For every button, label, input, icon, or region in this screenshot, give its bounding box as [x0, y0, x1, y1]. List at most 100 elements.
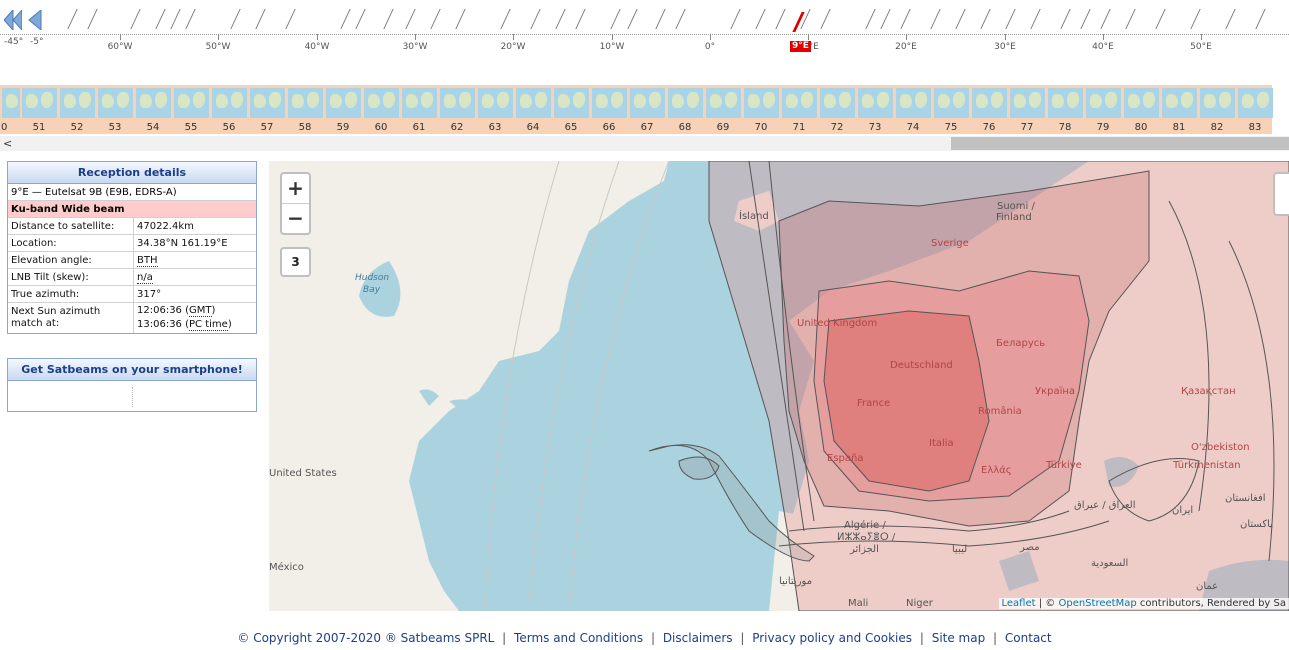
beam-thumbnail[interactable]: 78: [1046, 85, 1084, 134]
beam-thumbnail[interactable]: 61: [400, 85, 438, 134]
beam-thumbnail[interactable]: 52: [58, 85, 96, 134]
satellite-position-tick[interactable]: [1080, 9, 1091, 29]
skew-value[interactable]: n/a: [137, 271, 153, 284]
beam-thumbnail[interactable]: 73: [856, 85, 894, 134]
satellite-position-tick[interactable]: [820, 9, 831, 29]
beam-thumbnail-strip[interactable]: 0 51 52 53 54 55 56 57 58 59 60 61 62 63 64 65 66 67 68 69 7…: [0, 85, 1274, 134]
beam-thumbnail[interactable]: 72: [818, 85, 856, 134]
sitemap-link[interactable]: Site map: [931, 631, 986, 645]
satellite-position-tick[interactable]: [775, 9, 786, 29]
satellite-position-tick[interactable]: [675, 9, 686, 29]
beam-thumbnail[interactable]: 58: [286, 85, 324, 134]
beam-thumbnail[interactable]: 68: [666, 85, 704, 134]
satellite-position-tick[interactable]: [1190, 9, 1201, 29]
satellite-position-tick[interactable]: [430, 9, 441, 29]
beam-thumbnail[interactable]: 77: [1008, 85, 1046, 134]
contact-link[interactable]: Contact: [1004, 631, 1052, 645]
beam-thumbnail[interactable]: 83: [1236, 85, 1274, 134]
beam-thumbnail[interactable]: 70: [742, 85, 780, 134]
beam-thumbnail[interactable]: 71: [780, 85, 818, 134]
scroll-left-arrow-icon[interactable]: <: [3, 137, 13, 150]
satellite-position-tick[interactable]: [1100, 9, 1111, 29]
satellite-position-tick[interactable]: [1225, 9, 1236, 29]
beam-thumbnail[interactable]: 75: [932, 85, 970, 134]
beam-thumbnail[interactable]: 56: [210, 85, 248, 134]
satellite-position-tick[interactable]: [980, 9, 991, 29]
satellite-position-tick[interactable]: [455, 9, 466, 29]
gmt-abbr[interactable]: GMT: [189, 305, 212, 317]
satellite-position-tick[interactable]: [1125, 9, 1136, 29]
terms-link[interactable]: Terms and Conditions: [514, 631, 644, 645]
satellite-position-tick[interactable]: [900, 9, 911, 29]
beam-thumbnail[interactable]: 64: [514, 85, 552, 134]
satellite-position-tick[interactable]: [880, 9, 891, 29]
layers-icon[interactable]: [1273, 172, 1289, 216]
satellite-position-tick[interactable]: [575, 9, 586, 29]
beam-thumbnail[interactable]: 76: [970, 85, 1008, 134]
satellite-position-tick[interactable]: [1060, 9, 1071, 29]
satellite-position-tick[interactable]: [340, 9, 351, 29]
satellite-position-tick[interactable]: [555, 9, 566, 29]
map-canvas[interactable]: [269, 161, 1289, 611]
elevation-value[interactable]: BTH: [137, 254, 158, 267]
beam-thumbnail[interactable]: 81: [1160, 85, 1198, 134]
satellite-position-tick[interactable]: [130, 9, 141, 29]
satellite-position-tick[interactable]: [230, 9, 241, 29]
satellite-position-tick[interactable]: [730, 9, 741, 29]
disclaimers-link[interactable]: Disclaimers: [662, 631, 733, 645]
beam-thumbnail[interactable]: 66: [590, 85, 628, 134]
coverage-map[interactable]: + − 3 Ísland Hudson Bay Suomi / Finland …: [269, 161, 1289, 611]
satellite-position-tick[interactable]: [255, 9, 266, 29]
satellite-position-tick[interactable]: [610, 9, 621, 29]
osm-link[interactable]: OpenStreetMap: [1058, 598, 1137, 609]
satellite-position-tick[interactable]: [500, 9, 511, 29]
satellite-position-tick[interactable]: [655, 9, 666, 29]
zoom-in-button[interactable]: +: [287, 176, 304, 200]
pc-time-abbr[interactable]: PC time: [189, 319, 228, 331]
fast-back-arrow-icon[interactable]: [4, 10, 22, 30]
satellite-position-tick[interactable]: [930, 9, 941, 29]
beam-thumbnail[interactable]: 0: [0, 85, 20, 134]
beam-thumbnail[interactable]: 59: [324, 85, 362, 134]
satellite-position-tick[interactable]: [383, 9, 394, 29]
satellite-position-tick[interactable]: [1030, 9, 1041, 29]
satellite-position-tick[interactable]: [155, 9, 166, 29]
satellite-position-tick[interactable]: [285, 9, 296, 29]
beam-thumbnail[interactable]: 54: [134, 85, 172, 134]
back-arrow-icon[interactable]: [28, 10, 42, 30]
beam-thumbnail[interactable]: 80: [1122, 85, 1160, 134]
beam-thumbnail[interactable]: 57: [248, 85, 286, 134]
beam-thumbnail[interactable]: 67: [628, 85, 666, 134]
satellite-position-tick[interactable]: [1005, 9, 1016, 29]
satellite-position-tick[interactable]: [355, 9, 366, 29]
satellite-position-tick[interactable]: [865, 9, 876, 29]
satellite-position-tick[interactable]: [87, 9, 98, 29]
leaflet-link[interactable]: Leaflet: [1001, 598, 1036, 609]
satellite-position-tick[interactable]: [67, 9, 78, 29]
zoom-out-button[interactable]: −: [282, 203, 309, 232]
satellite-position-tick[interactable]: [405, 9, 416, 29]
beam-thumbnail[interactable]: 55: [172, 85, 210, 134]
satellite-position-tick[interactable]: [627, 9, 638, 29]
privacy-link[interactable]: Privacy policy and Cookies: [752, 631, 912, 645]
satellite-position-tick[interactable]: [955, 9, 966, 29]
beam-thumbnail[interactable]: 60: [362, 85, 400, 134]
zoom-level-button[interactable]: 3: [280, 247, 311, 277]
satellite-position-tick[interactable]: [1155, 9, 1166, 29]
beam-thumbnail[interactable]: 53: [96, 85, 134, 134]
satellite-position-tick[interactable]: [170, 9, 181, 29]
beam-thumbnail[interactable]: 62: [438, 85, 476, 134]
longitude-ruler[interactable]: -45° -5° 60°W50°W40°W30°W20°W10°W0°10°E2…: [0, 0, 1289, 60]
beam-thumbnail[interactable]: 51: [20, 85, 58, 134]
beam-thumbnail[interactable]: 63: [476, 85, 514, 134]
beam-thumbnail[interactable]: 82: [1198, 85, 1236, 134]
satellite-position-tick[interactable]: [1255, 9, 1266, 29]
satellite-position-tick[interactable]: [185, 9, 196, 29]
satellite-position-tick[interactable]: [755, 9, 766, 29]
scroll-thumb[interactable]: [951, 137, 1289, 150]
beam-thumbnail[interactable]: 69: [704, 85, 742, 134]
smartphone-title[interactable]: Get Satbeams on your smartphone!: [8, 359, 256, 381]
beam-thumbnail[interactable]: 79: [1084, 85, 1122, 134]
beam-thumbnail[interactable]: 74: [894, 85, 932, 134]
beam-thumbnail[interactable]: 65: [552, 85, 590, 134]
